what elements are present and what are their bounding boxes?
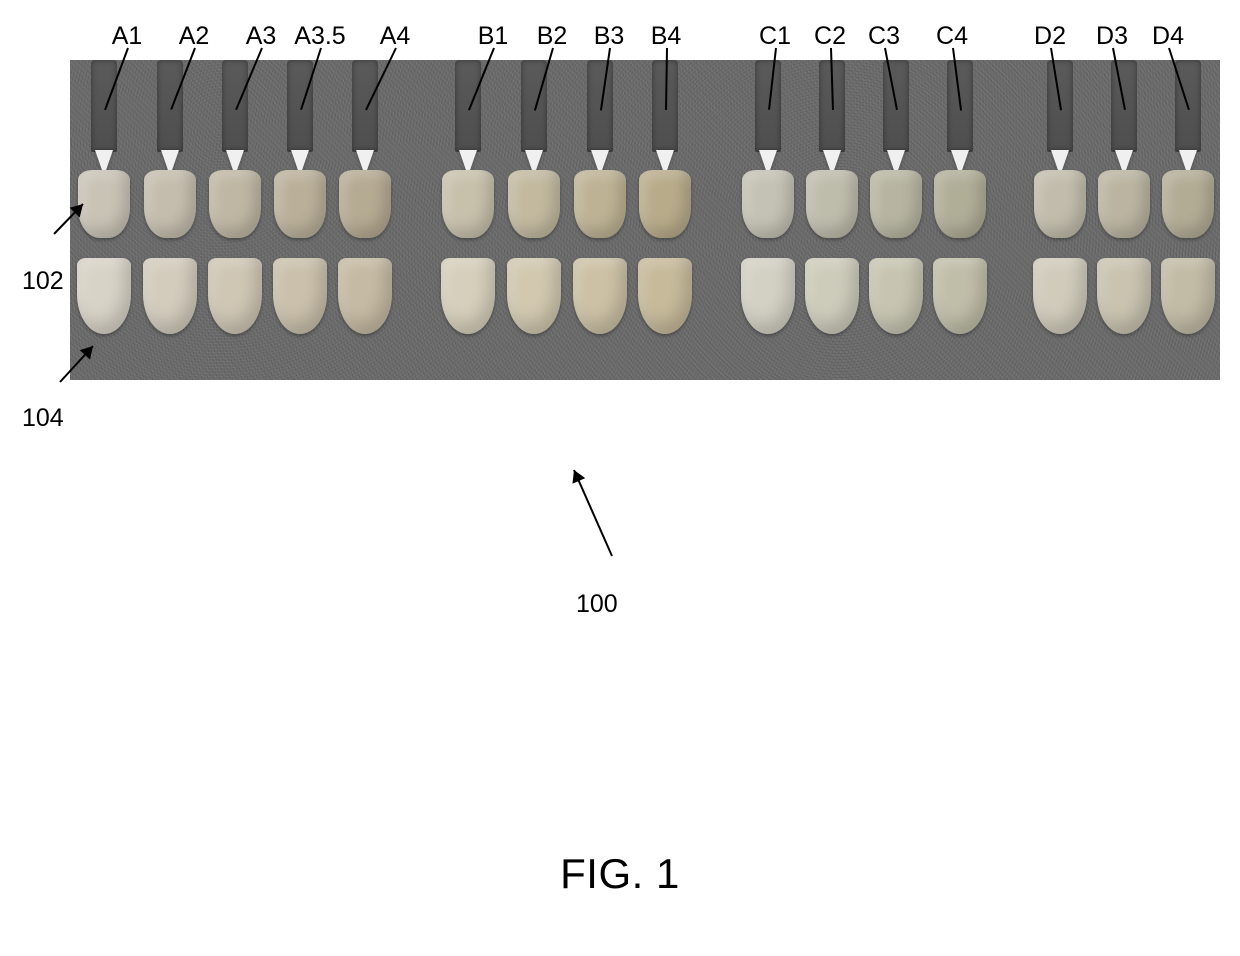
ref-arrow-100 (562, 458, 624, 568)
ref-104: 104 (22, 404, 64, 433)
sample-crown-bottom (1033, 258, 1087, 334)
ref-arrow-102 (42, 192, 95, 246)
shade-label-C2: C2 (814, 22, 846, 51)
shade-label-B3: B3 (594, 22, 625, 51)
sample-crown-bottom (338, 258, 392, 334)
sample-crown-top (574, 170, 626, 238)
sample-crown-bottom (441, 258, 495, 334)
sample-crown-top (870, 170, 922, 238)
ref-102: 102 (22, 267, 64, 296)
sample-crown-top (934, 170, 986, 238)
sample-crown-top (1162, 170, 1214, 238)
sample-crown-bottom (143, 258, 197, 334)
sample-crown-top (442, 170, 494, 238)
sample-crown-bottom (273, 258, 327, 334)
shade-label-C3: C3 (868, 22, 900, 51)
sample-crown-bottom (77, 258, 131, 334)
sample-crown-top (1098, 170, 1150, 238)
sample-crown-top (339, 170, 391, 238)
sample-crown-top (274, 170, 326, 238)
sample-crown-top (1034, 170, 1086, 238)
sample-crown-bottom (1097, 258, 1151, 334)
shade-label-B2: B2 (537, 22, 568, 51)
sample-crown-bottom (741, 258, 795, 334)
sample-crown-bottom (933, 258, 987, 334)
sample-crown-top (209, 170, 261, 238)
sample-crown-top (806, 170, 858, 238)
sample-crown-top (742, 170, 794, 238)
sample-handle (352, 60, 378, 152)
sample-crown-bottom (638, 258, 692, 334)
sample-crown-bottom (573, 258, 627, 334)
sample-crown-bottom (805, 258, 859, 334)
ref-arrow-104 (48, 334, 105, 394)
shade-label-B4: B4 (651, 22, 682, 51)
sample-crown-bottom (208, 258, 262, 334)
sample-crown-top (639, 170, 691, 238)
ref-100: 100 (576, 590, 618, 619)
shade-label-C4: C4 (936, 22, 968, 51)
shade-guide-photo (70, 60, 1220, 380)
sample-crown-top (144, 170, 196, 238)
sample-crown-bottom (869, 258, 923, 334)
shade-label-A3-5: A3.5 (294, 22, 345, 51)
shade-label-C1: C1 (759, 22, 791, 51)
sample-handle (157, 60, 183, 152)
sample-crown-bottom (1161, 258, 1215, 334)
sample-handle (91, 60, 117, 152)
shade-label-D4: D4 (1152, 22, 1184, 51)
sample-handle (455, 60, 481, 152)
figure-caption: FIG. 1 (560, 850, 680, 898)
sample-crown-top (508, 170, 560, 238)
sample-handle (222, 60, 248, 152)
shade-label-D3: D3 (1096, 22, 1128, 51)
sample-crown-bottom (507, 258, 561, 334)
shade-label-D2: D2 (1034, 22, 1066, 51)
